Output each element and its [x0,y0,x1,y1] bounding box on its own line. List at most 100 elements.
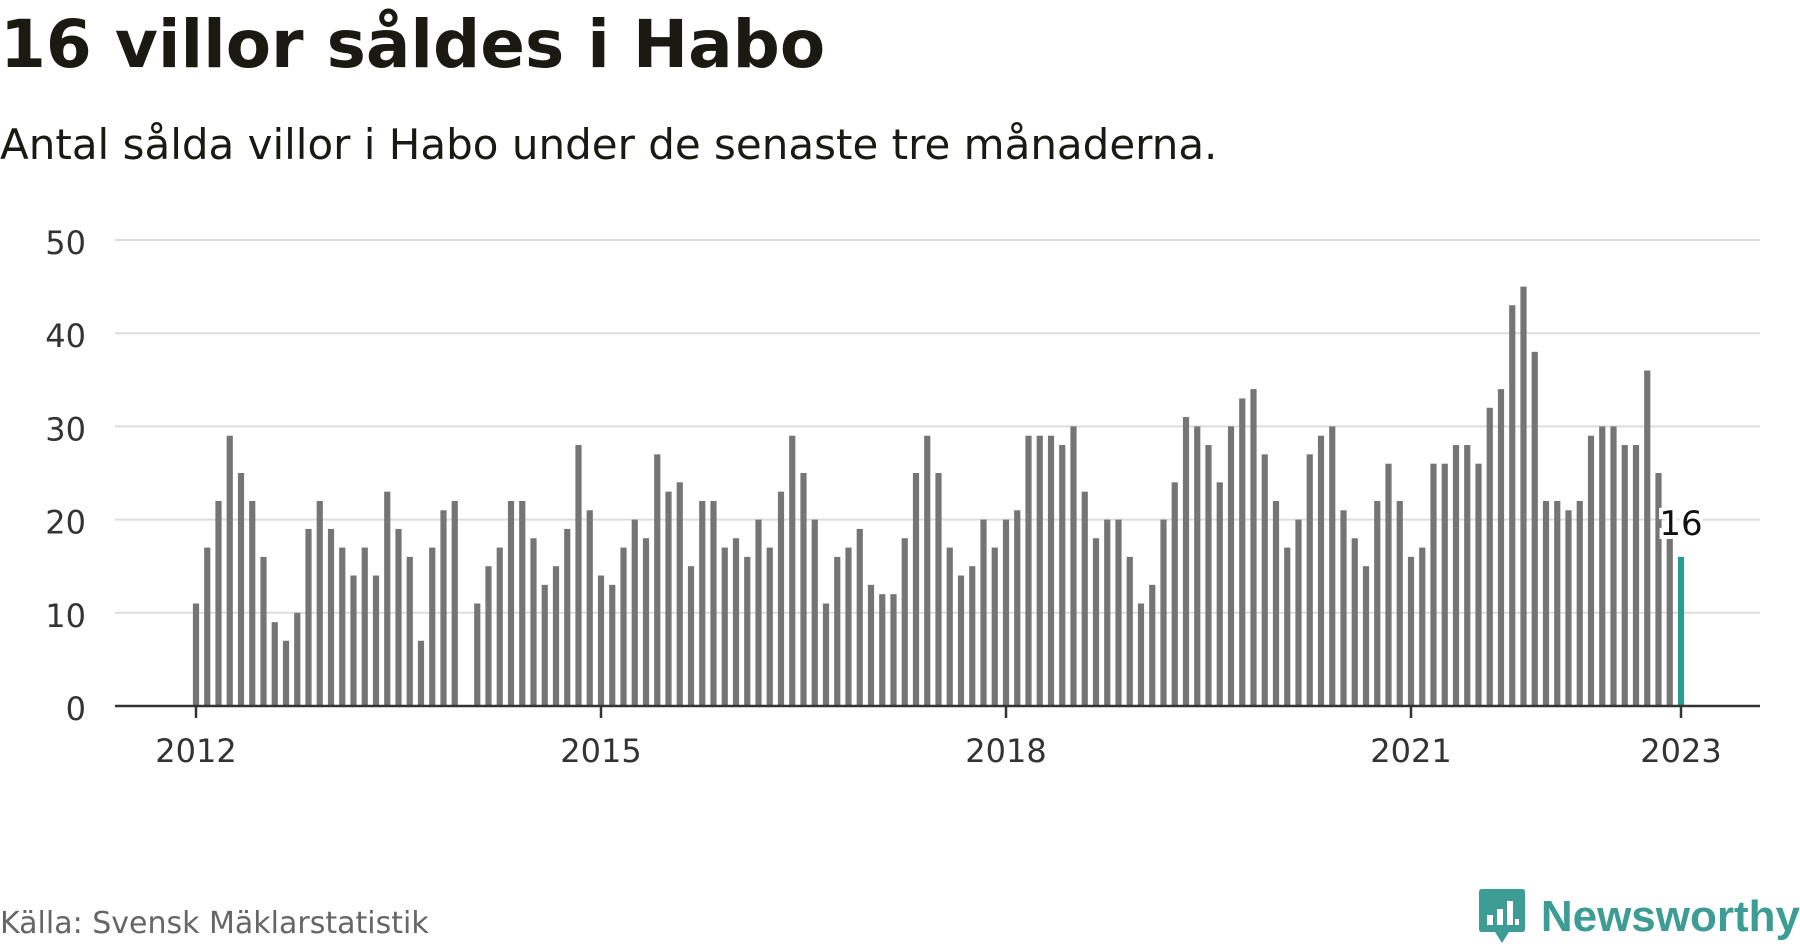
bar [822,603,830,706]
bar [541,584,548,706]
bar [372,575,380,706]
bar [507,500,515,706]
bar [789,435,796,706]
x-tick-label: 2015 [560,732,641,770]
bar [1306,454,1313,706]
bar [1317,435,1325,706]
bar [361,547,368,706]
bar [620,547,627,706]
bar [1464,445,1471,706]
bar [1070,426,1077,706]
brand-logo: Newsworthy [1477,886,1800,948]
bar [867,584,875,706]
bar [1216,482,1223,706]
x-tick-label: 2021 [1370,732,1451,770]
bar [1385,463,1392,706]
bar [721,547,728,706]
bar [935,473,942,706]
bar [901,538,908,706]
y-tick-label: 20 [45,504,86,542]
bar [552,566,560,706]
x-tick-label: 2023 [1640,732,1721,770]
bar [1542,500,1550,706]
bar [642,538,650,706]
bar [924,435,931,706]
bar [1531,351,1538,706]
bar [1610,426,1617,706]
bar [1227,426,1235,706]
bar [665,491,672,706]
bar [316,500,323,706]
highlight-bar [1677,556,1685,706]
bar [969,566,976,706]
bar [1149,584,1156,706]
bar [856,528,863,706]
bar [1002,519,1010,706]
bar [1250,389,1257,706]
chart-title: 16 villor såldes i Habo [0,6,826,83]
bar [1374,500,1381,706]
x-tick-label: 2012 [155,732,236,770]
bar [654,454,661,706]
bar [1284,547,1291,706]
bar [732,538,740,706]
bar [1160,519,1167,706]
bar [879,594,886,706]
bar [631,519,638,706]
y-tick-label: 50 [45,224,86,262]
bar [1666,538,1673,706]
bar [417,640,425,706]
bar [249,500,256,706]
bar [1497,389,1505,706]
brand-name: Newsworthy [1540,892,1800,941]
bar [1059,445,1066,706]
bar [496,547,503,706]
bar [845,547,852,706]
y-tick-label: 30 [45,410,86,448]
y-tick-label: 10 [45,597,86,635]
bar [530,538,537,706]
bar [237,473,245,706]
bar [1137,603,1145,706]
bar [1171,482,1178,706]
bar [1092,538,1100,706]
bar [1509,305,1516,706]
bar [1295,519,1302,706]
bar [710,500,717,706]
bar [1407,556,1415,706]
bar [406,556,413,706]
bar [1644,370,1651,706]
bar [1351,538,1358,706]
bar [586,510,593,706]
bar [811,519,818,706]
bar [474,603,481,706]
bar [1419,547,1426,706]
bar [282,640,290,706]
bar [1036,435,1043,706]
bar [1239,398,1246,706]
bar [271,622,278,706]
bar [1104,519,1111,706]
bar [687,566,695,706]
bar [305,528,312,706]
bar [834,556,841,706]
bar [327,528,335,706]
bar [1576,500,1583,706]
bar [1362,566,1370,706]
bar [597,575,605,706]
bar [755,519,762,706]
bar [1272,500,1280,706]
bar [350,575,357,706]
bar [1025,435,1032,706]
bar [1486,407,1493,706]
chat-bar-icon [1478,889,1525,943]
bar [1452,445,1460,706]
bar [912,473,920,706]
bar [777,491,785,706]
bar [451,500,458,706]
bar [1047,435,1055,706]
bar [1261,454,1268,706]
bar [226,435,233,706]
bar [204,547,211,706]
bar [1441,463,1448,706]
